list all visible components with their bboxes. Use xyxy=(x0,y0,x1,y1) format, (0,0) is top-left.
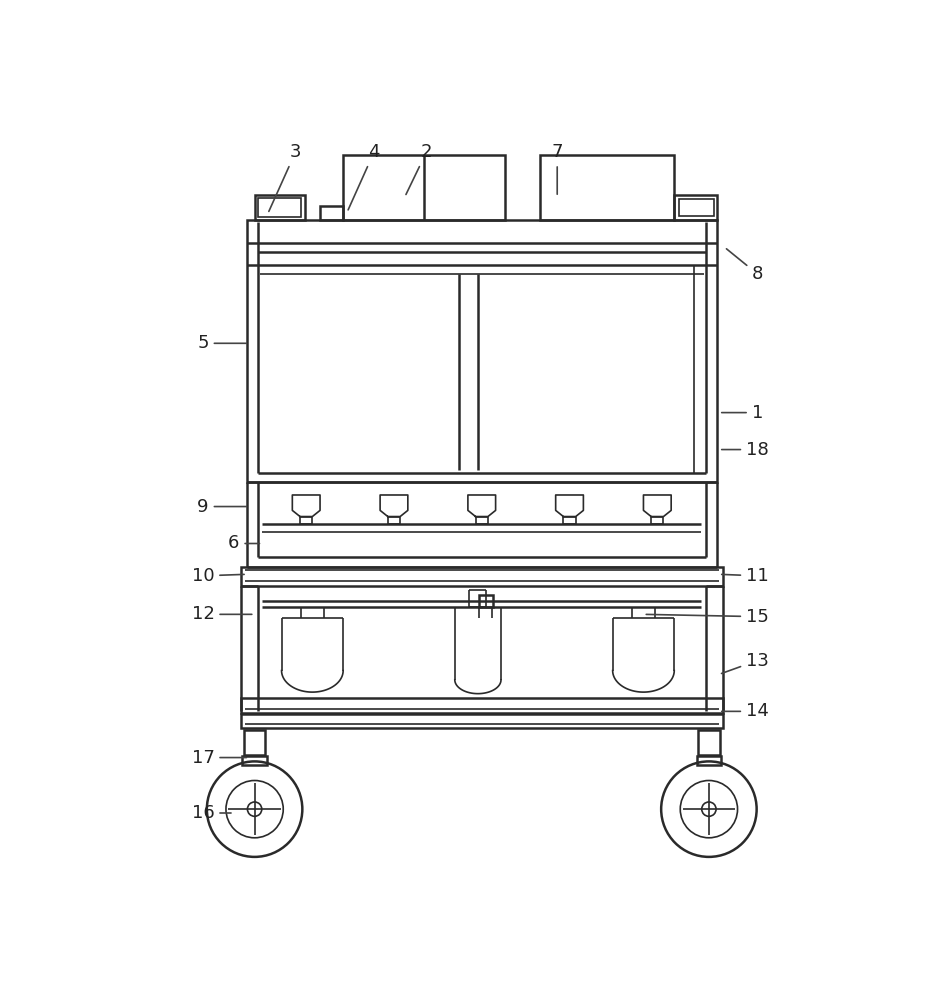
Text: 5: 5 xyxy=(197,334,246,352)
Bar xyxy=(674,195,716,220)
Text: 13: 13 xyxy=(722,652,769,673)
Bar xyxy=(697,756,721,765)
Text: 1: 1 xyxy=(722,404,763,422)
Bar xyxy=(300,517,312,524)
Bar xyxy=(243,730,265,755)
Text: 18: 18 xyxy=(722,441,769,459)
Text: 8: 8 xyxy=(727,249,763,283)
Text: 17: 17 xyxy=(192,749,246,767)
Text: 16: 16 xyxy=(192,804,231,822)
Text: 4: 4 xyxy=(348,143,380,210)
Text: 9: 9 xyxy=(197,498,246,516)
Bar xyxy=(343,155,505,220)
Bar xyxy=(679,199,713,216)
Bar xyxy=(651,517,664,524)
Text: 12: 12 xyxy=(192,605,252,623)
Bar xyxy=(478,595,493,607)
Bar xyxy=(320,206,343,220)
Bar xyxy=(258,198,301,217)
Bar xyxy=(476,517,488,524)
Text: 14: 14 xyxy=(722,702,769,720)
Bar xyxy=(698,730,720,755)
Text: 6: 6 xyxy=(228,534,259,552)
Text: 7: 7 xyxy=(552,143,563,194)
Bar xyxy=(241,714,723,728)
Text: 10: 10 xyxy=(192,567,244,585)
Bar xyxy=(563,517,575,524)
Text: 11: 11 xyxy=(722,567,769,585)
Text: 3: 3 xyxy=(269,143,301,211)
Bar xyxy=(388,517,400,524)
Bar xyxy=(243,756,267,765)
Bar xyxy=(247,220,716,482)
Bar xyxy=(540,155,674,220)
Bar xyxy=(241,698,723,713)
Text: 2: 2 xyxy=(406,143,432,194)
Bar xyxy=(241,567,723,586)
Bar xyxy=(255,195,305,220)
Text: 15: 15 xyxy=(646,608,769,626)
